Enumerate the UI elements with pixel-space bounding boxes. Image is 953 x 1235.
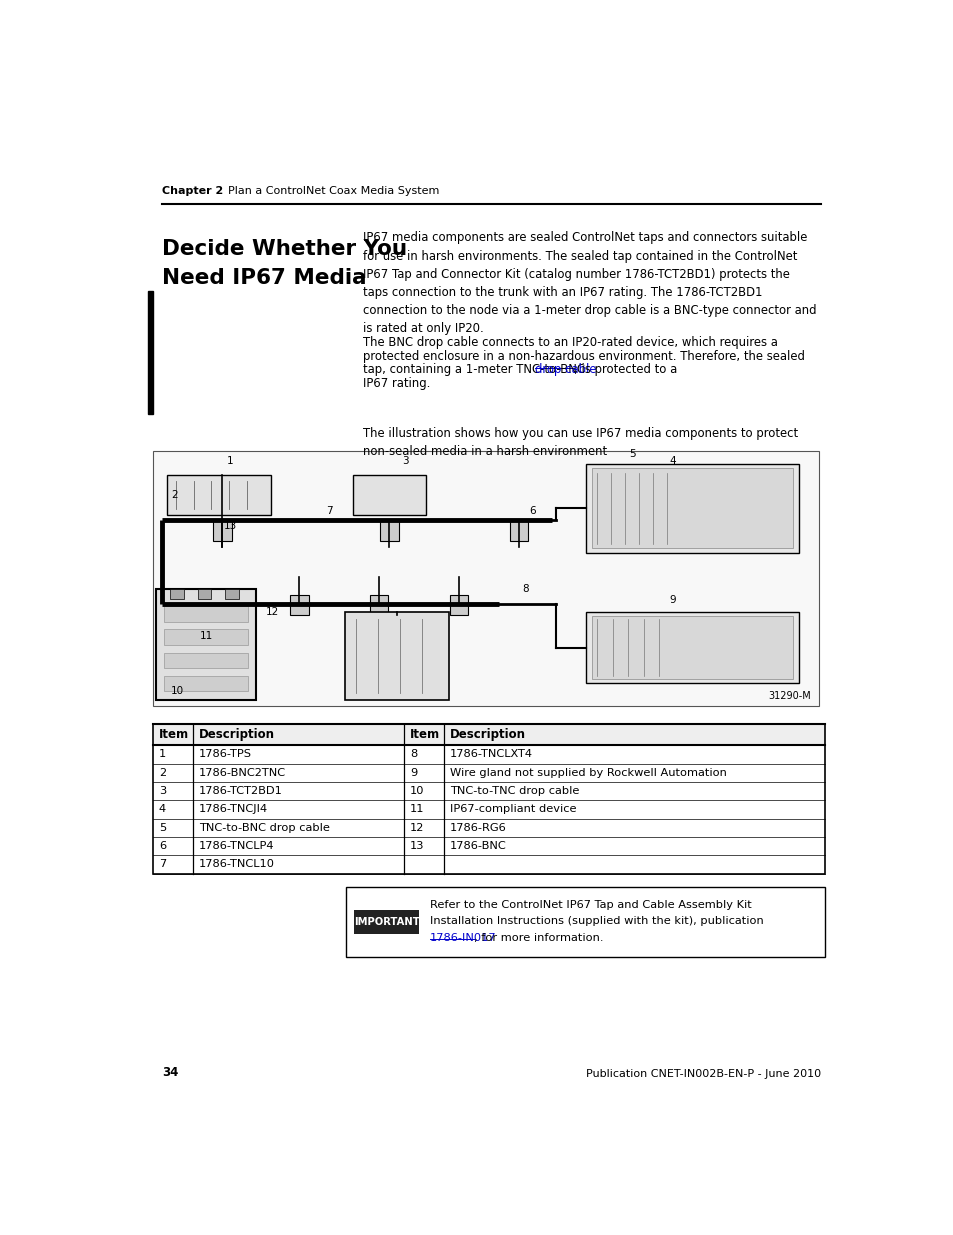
Bar (346, 888, 823, 957)
Text: 1786-TNCJI4: 1786-TNCJI4 (199, 804, 268, 814)
Text: 7: 7 (326, 505, 333, 515)
Text: 4: 4 (668, 456, 675, 466)
Text: 8: 8 (410, 750, 416, 760)
Text: 1786-BNC: 1786-BNC (450, 841, 506, 851)
Bar (344, 611, 449, 700)
Text: 1: 1 (227, 456, 233, 466)
Text: Publication CNET-IN002B-EN-P - June 2010: Publication CNET-IN002B-EN-P - June 2010 (585, 1070, 820, 1079)
Text: Plan a ControlNet Coax Media System: Plan a ControlNet Coax Media System (228, 186, 438, 196)
Text: 2: 2 (171, 490, 177, 500)
Text: 6: 6 (158, 841, 166, 851)
Bar (148, 290, 153, 414)
Bar (450, 595, 468, 615)
Text: 2: 2 (158, 768, 166, 778)
Text: Decide Whether You: Decide Whether You (162, 240, 407, 259)
Bar (152, 724, 823, 873)
Text: 13: 13 (410, 841, 424, 851)
Text: Item: Item (410, 729, 439, 741)
Bar (592, 616, 792, 679)
Text: 3: 3 (402, 456, 409, 466)
Text: 9: 9 (668, 595, 675, 605)
Bar (197, 589, 212, 599)
Text: 5: 5 (628, 450, 635, 459)
Bar (379, 520, 398, 541)
Bar (213, 520, 232, 541)
Bar (353, 475, 426, 515)
Text: 10: 10 (171, 687, 184, 697)
Text: 1786-TNCLXT4: 1786-TNCLXT4 (450, 750, 533, 760)
Text: 1: 1 (158, 750, 166, 760)
Bar (164, 630, 248, 645)
Text: Need IP67 Media: Need IP67 Media (162, 268, 366, 288)
Bar (152, 724, 823, 746)
Text: 9: 9 (410, 768, 416, 778)
Text: IP67 rating.: IP67 rating. (363, 377, 431, 389)
Text: 31290-M: 31290-M (768, 692, 810, 701)
Text: Installation Instructions (supplied with the kit), publication: Installation Instructions (supplied with… (430, 916, 763, 926)
Text: 13: 13 (223, 521, 236, 531)
Bar (290, 595, 308, 615)
Bar (152, 451, 819, 706)
Bar (224, 589, 238, 599)
Text: drop cable: drop cable (535, 363, 597, 375)
Bar (171, 589, 184, 599)
Bar (509, 520, 528, 541)
Text: tap, containing a 1-meter TNC-to-BNC: tap, containing a 1-meter TNC-to-BNC (363, 363, 589, 375)
Text: Description: Description (199, 729, 274, 741)
Text: Refer to the ControlNet IP67 Tap and Cable Assembly Kit: Refer to the ControlNet IP67 Tap and Cab… (430, 900, 751, 910)
Text: 10: 10 (410, 787, 424, 797)
Bar (156, 589, 255, 700)
Text: 1786-BNC2TNC: 1786-BNC2TNC (199, 768, 286, 778)
Text: The illustration shows how you can use IP67 media components to protect
non-seal: The illustration shows how you can use I… (363, 427, 798, 458)
Text: 3: 3 (158, 787, 166, 797)
Text: Description: Description (450, 729, 526, 741)
Text: 5: 5 (158, 823, 166, 832)
Text: The BNC drop cable connects to an IP20-rated device, which requires a: The BNC drop cable connects to an IP20-r… (363, 336, 778, 350)
Bar (164, 652, 248, 668)
Text: IP67 media components are sealed ControlNet taps and connectors suitable
for use: IP67 media components are sealed Control… (363, 231, 816, 336)
Text: 4: 4 (158, 804, 166, 814)
Text: 1786-TNCL10: 1786-TNCL10 (199, 860, 274, 869)
Bar (370, 595, 388, 615)
Text: IMPORTANT: IMPORTANT (354, 918, 419, 927)
Text: 1786-RG6: 1786-RG6 (450, 823, 506, 832)
Text: 1786-TNCLP4: 1786-TNCLP4 (199, 841, 274, 851)
Bar (164, 676, 248, 692)
Bar (167, 475, 271, 515)
Text: TNC-to-TNC drop cable: TNC-to-TNC drop cable (450, 787, 578, 797)
Text: 34: 34 (162, 1066, 178, 1079)
Text: Wire gland not supplied by Rockwell Automation: Wire gland not supplied by Rockwell Auto… (450, 768, 726, 778)
Text: 6: 6 (529, 505, 536, 515)
Text: , for more information.: , for more information. (474, 932, 603, 942)
Text: 7: 7 (158, 860, 166, 869)
Text: 11: 11 (410, 804, 424, 814)
Bar (354, 910, 418, 935)
Text: 12: 12 (266, 606, 279, 618)
Text: 8: 8 (522, 584, 529, 594)
Text: 11: 11 (200, 631, 213, 641)
Text: Chapter 2: Chapter 2 (162, 186, 223, 196)
Bar (585, 611, 799, 683)
Text: 12: 12 (410, 823, 424, 832)
Text: Item: Item (158, 729, 189, 741)
Text: 1786-TCT2BD1: 1786-TCT2BD1 (199, 787, 283, 797)
Bar (592, 468, 792, 548)
Text: IP67-compliant device: IP67-compliant device (450, 804, 576, 814)
Bar (585, 463, 799, 553)
Text: protected enclosure in a non-hazardous environment. Therefore, the sealed: protected enclosure in a non-hazardous e… (363, 350, 804, 363)
Bar (164, 606, 248, 621)
Text: TNC-to-BNC drop cable: TNC-to-BNC drop cable (199, 823, 330, 832)
Text: , is protected to a: , is protected to a (574, 363, 677, 375)
Text: 1786-TPS: 1786-TPS (199, 750, 252, 760)
Text: 1786-IN017: 1786-IN017 (430, 932, 497, 942)
